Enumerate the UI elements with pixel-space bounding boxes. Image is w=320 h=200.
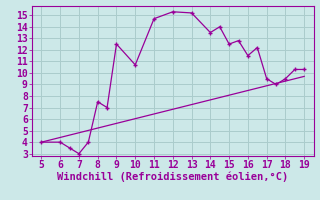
X-axis label: Windchill (Refroidissement éolien,°C): Windchill (Refroidissement éolien,°C) [57, 172, 288, 182]
